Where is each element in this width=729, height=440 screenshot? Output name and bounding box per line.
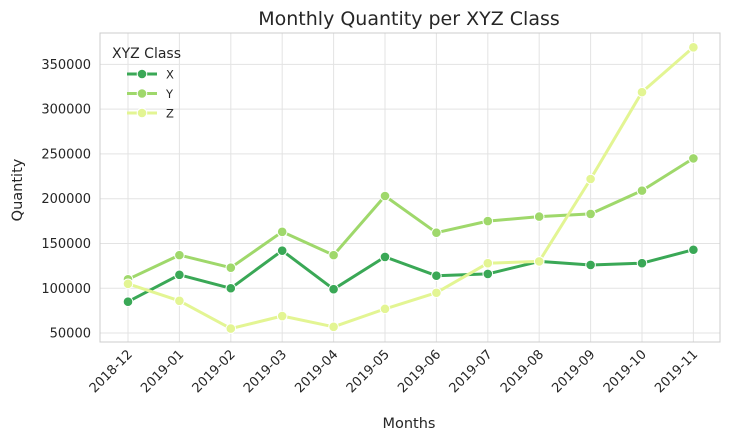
data-point-z [585, 173, 596, 185]
data-point-z [276, 310, 288, 322]
data-point-y [379, 190, 391, 202]
series-lines [122, 42, 699, 334]
data-point-y [225, 262, 237, 273]
data-point-x [276, 245, 288, 256]
data-point-y [482, 215, 494, 227]
y-axis-label: Quantity [10, 158, 26, 221]
legend-marker [136, 68, 148, 80]
data-point-x [328, 283, 339, 295]
legend-label: Y [165, 87, 174, 101]
data-point-x [688, 244, 699, 256]
legend-item-x: X [127, 68, 174, 82]
y-tick-label: 100000 [41, 282, 91, 297]
legend: XYZ Class XYZ [112, 46, 181, 121]
x-tick-label: 2019-06 [395, 347, 444, 396]
data-point-y [276, 226, 288, 238]
y-tick-label: 150000 [41, 237, 91, 252]
series-y [122, 153, 699, 285]
data-point-x [379, 251, 391, 263]
y-tick-label: 200000 [41, 192, 91, 207]
data-point-z [122, 278, 134, 290]
series-line-x [126, 248, 695, 304]
y-tick-label: 350000 [41, 58, 91, 73]
data-point-x [482, 268, 494, 280]
data-point-z [482, 257, 494, 269]
data-point-y [585, 208, 596, 220]
x-tick-label: 2019-05 [344, 347, 393, 396]
chart-title: Monthly Quantity per XYZ Class [258, 8, 560, 30]
data-point-x [122, 296, 134, 307]
x-tick-label: 2019-04 [292, 347, 341, 396]
data-point-z [174, 295, 185, 307]
data-point-z [431, 287, 442, 299]
x-axis-label: Months [382, 416, 435, 432]
x-tick-label: 2018-12 [87, 347, 136, 396]
x-tick-label: 2019-10 [601, 347, 650, 396]
x-tick-label: 2019-03 [241, 347, 290, 396]
legend-label: Z [166, 107, 174, 121]
data-point-z [688, 42, 699, 53]
data-point-z [328, 321, 339, 333]
data-point-x [585, 259, 596, 271]
legend-label: X [166, 68, 174, 82]
legend-marker [136, 107, 148, 119]
x-tick-label: 2019-01 [138, 347, 187, 396]
legend-item-z: Z [127, 107, 174, 121]
y-tick-label: 300000 [41, 103, 91, 118]
data-point-z [225, 323, 237, 334]
series-line-y [126, 156, 695, 281]
x-tick-label: 2019-02 [190, 347, 239, 396]
legend-marker [136, 88, 148, 99]
data-point-y [328, 249, 339, 261]
data-point-z [636, 86, 648, 98]
data-point-z [533, 256, 545, 267]
data-point-x [174, 269, 185, 281]
data-point-y [431, 227, 442, 239]
series-z [122, 42, 699, 334]
y-tick-labels: 50000 100000 150000 200000 250000 300000 35000… [41, 58, 91, 342]
series-line-z [126, 45, 695, 331]
data-point-y [533, 211, 545, 222]
data-point-y [636, 185, 648, 196]
x-tick-labels: 2018-12 2019-01 2019-02 2019-03 2019-04 2019-… [87, 347, 701, 396]
data-point-y [174, 249, 185, 261]
x-tick-label: 2019-07 [447, 347, 496, 396]
data-point-x [225, 282, 237, 294]
y-tick-label: 250000 [41, 147, 91, 162]
x-tick-label: 2019-08 [498, 347, 547, 396]
data-point-x [431, 270, 442, 282]
y-tick-label: 50000 [50, 327, 91, 342]
legend-item-y: Y [127, 87, 174, 101]
plot-area [99, 32, 721, 343]
data-point-x [636, 257, 648, 269]
legend-title: XYZ Class [112, 46, 181, 62]
x-tick-label: 2019-09 [549, 347, 598, 396]
plot-frame [99, 32, 721, 343]
data-point-y [688, 153, 699, 164]
x-tick-label: 2019-11 [652, 347, 701, 396]
data-point-z [379, 303, 391, 315]
